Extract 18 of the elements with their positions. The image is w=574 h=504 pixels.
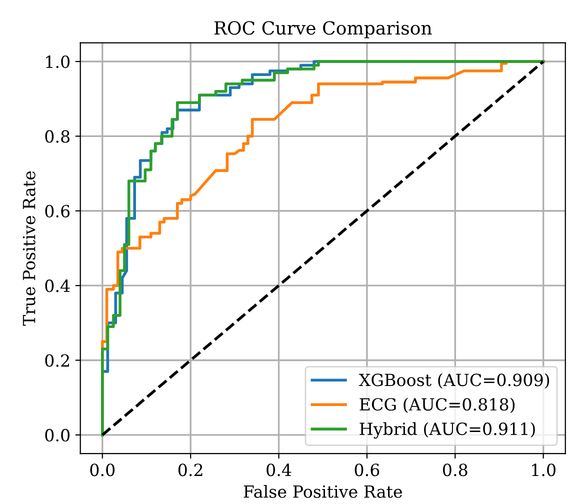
x-tick-label: 0.0 [90,464,115,476]
legend-label: XGBoost (AUC=0.909) [358,373,550,389]
x-tick-label: 0.6 [354,464,380,476]
y-tick-label: 0.8 [45,130,70,143]
y-tick-label: 0.0 [45,428,70,442]
x-tick-label: 1.0 [532,464,556,476]
legend-label: ECG (AUC=0.818) [360,398,515,414]
y-axis-title: True Positive Rate [22,171,36,326]
legend-label: Hybrid (AUC=0.911) [360,422,535,439]
x-tick-label: 0.4 [266,464,292,476]
y-tick-label: 0.2 [45,354,70,367]
x-axis-title: False Positive Rate [244,485,402,498]
chart-title: ROC Curve Comparison [214,21,432,38]
x-tick-label: 0.8 [443,464,468,476]
y-tick-label: 0.4 [45,280,70,292]
y-tick-label: 0.6 [45,204,70,218]
y-tick-label: 1.0 [46,55,70,68]
x-tick-label: 0.2 [178,464,202,476]
